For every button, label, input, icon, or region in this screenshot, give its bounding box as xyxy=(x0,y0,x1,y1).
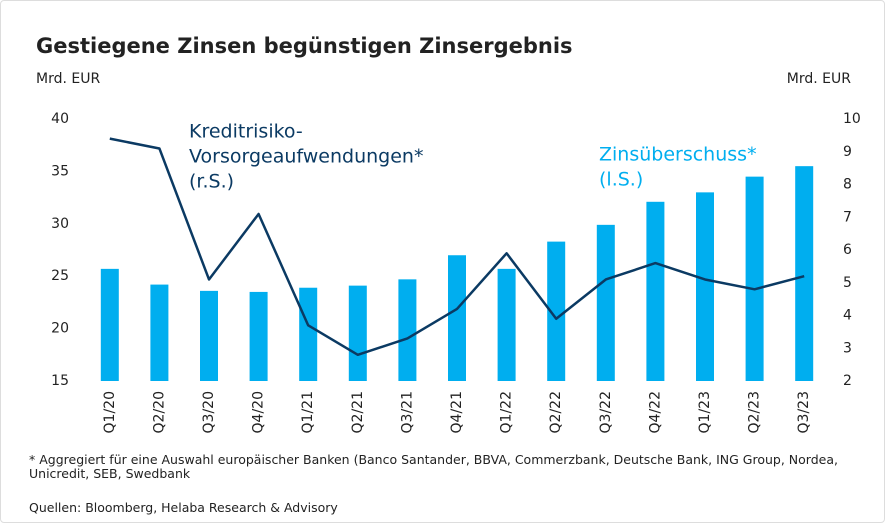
bar xyxy=(745,176,764,381)
y2-tick-label: 4 xyxy=(843,308,852,324)
bar xyxy=(299,287,318,381)
series-label: Vorsorgeaufwendungen* xyxy=(189,146,423,168)
y-tick-label: 35 xyxy=(51,163,69,179)
bar xyxy=(200,290,218,381)
source: Quellen: Bloomberg, Helaba Research & Ad… xyxy=(29,500,338,515)
bar xyxy=(398,279,417,381)
x-tick-label: Q1/21 xyxy=(300,391,316,433)
x-tick-label: Q4/22 xyxy=(647,391,663,433)
bar xyxy=(696,192,714,381)
y2-tick-label: 10 xyxy=(843,111,861,127)
footnote: * Aggregiert für eine Auswahl europäisch… xyxy=(29,452,838,481)
y-tick-label: 20 xyxy=(51,321,69,337)
y-tick-label: 40 xyxy=(51,111,69,127)
x-tick-label: Q3/21 xyxy=(399,391,415,433)
series-label: (l.S.) xyxy=(599,169,643,191)
series-label: Kreditrisiko- xyxy=(189,121,303,143)
x-tick-label: Q2/21 xyxy=(350,391,366,433)
x-tick-label: Q3/20 xyxy=(201,391,217,433)
y2-tick-label: 5 xyxy=(843,275,852,291)
chart-title: Gestiegene Zinsen begünstigen Zinsergebn… xyxy=(36,34,573,58)
bar xyxy=(795,166,814,381)
y2-tick-label: 8 xyxy=(843,177,852,193)
bar xyxy=(150,284,169,381)
bar xyxy=(448,255,466,381)
series-label: Zinsüberschuss* xyxy=(599,144,757,166)
x-tick-label: Q4/20 xyxy=(251,391,267,433)
x-tick-label: Q1/23 xyxy=(697,391,713,433)
x-tick-label: Q1/20 xyxy=(102,391,118,433)
y2-tick-label: 2 xyxy=(843,373,852,389)
y-tick-label: 30 xyxy=(51,216,69,232)
y2-axis-label: Mrd. EUR xyxy=(787,71,851,87)
bar xyxy=(348,285,367,381)
series-label: (r.S.) xyxy=(189,171,234,193)
x-tick-label: Q2/22 xyxy=(548,391,564,433)
x-tick-label: Q2/20 xyxy=(151,391,167,433)
bar xyxy=(547,241,566,381)
x-tick-label: Q3/22 xyxy=(598,391,614,433)
x-tick-label: Q1/22 xyxy=(499,391,515,433)
bar xyxy=(596,224,615,381)
y2-tick-label: 3 xyxy=(843,340,852,356)
x-tick-label: Q3/23 xyxy=(796,391,812,433)
x-tick-label: Q4/21 xyxy=(449,391,465,433)
y-tick-label: 15 xyxy=(51,373,69,389)
line-series xyxy=(109,137,805,357)
bar xyxy=(646,201,665,381)
y2-tick-label: 6 xyxy=(843,242,852,258)
y2-tick-label: 9 xyxy=(843,144,852,160)
x-tick-label: Q2/23 xyxy=(747,391,763,433)
bar xyxy=(497,268,516,381)
y-tick-label: 25 xyxy=(51,268,69,284)
bar xyxy=(249,291,268,381)
bar xyxy=(100,268,119,381)
y-axis-label: Mrd. EUR xyxy=(36,71,100,87)
y2-tick-label: 7 xyxy=(843,209,852,225)
chart: Gestiegene Zinsen begünstigen Zinsergebn… xyxy=(36,34,861,433)
